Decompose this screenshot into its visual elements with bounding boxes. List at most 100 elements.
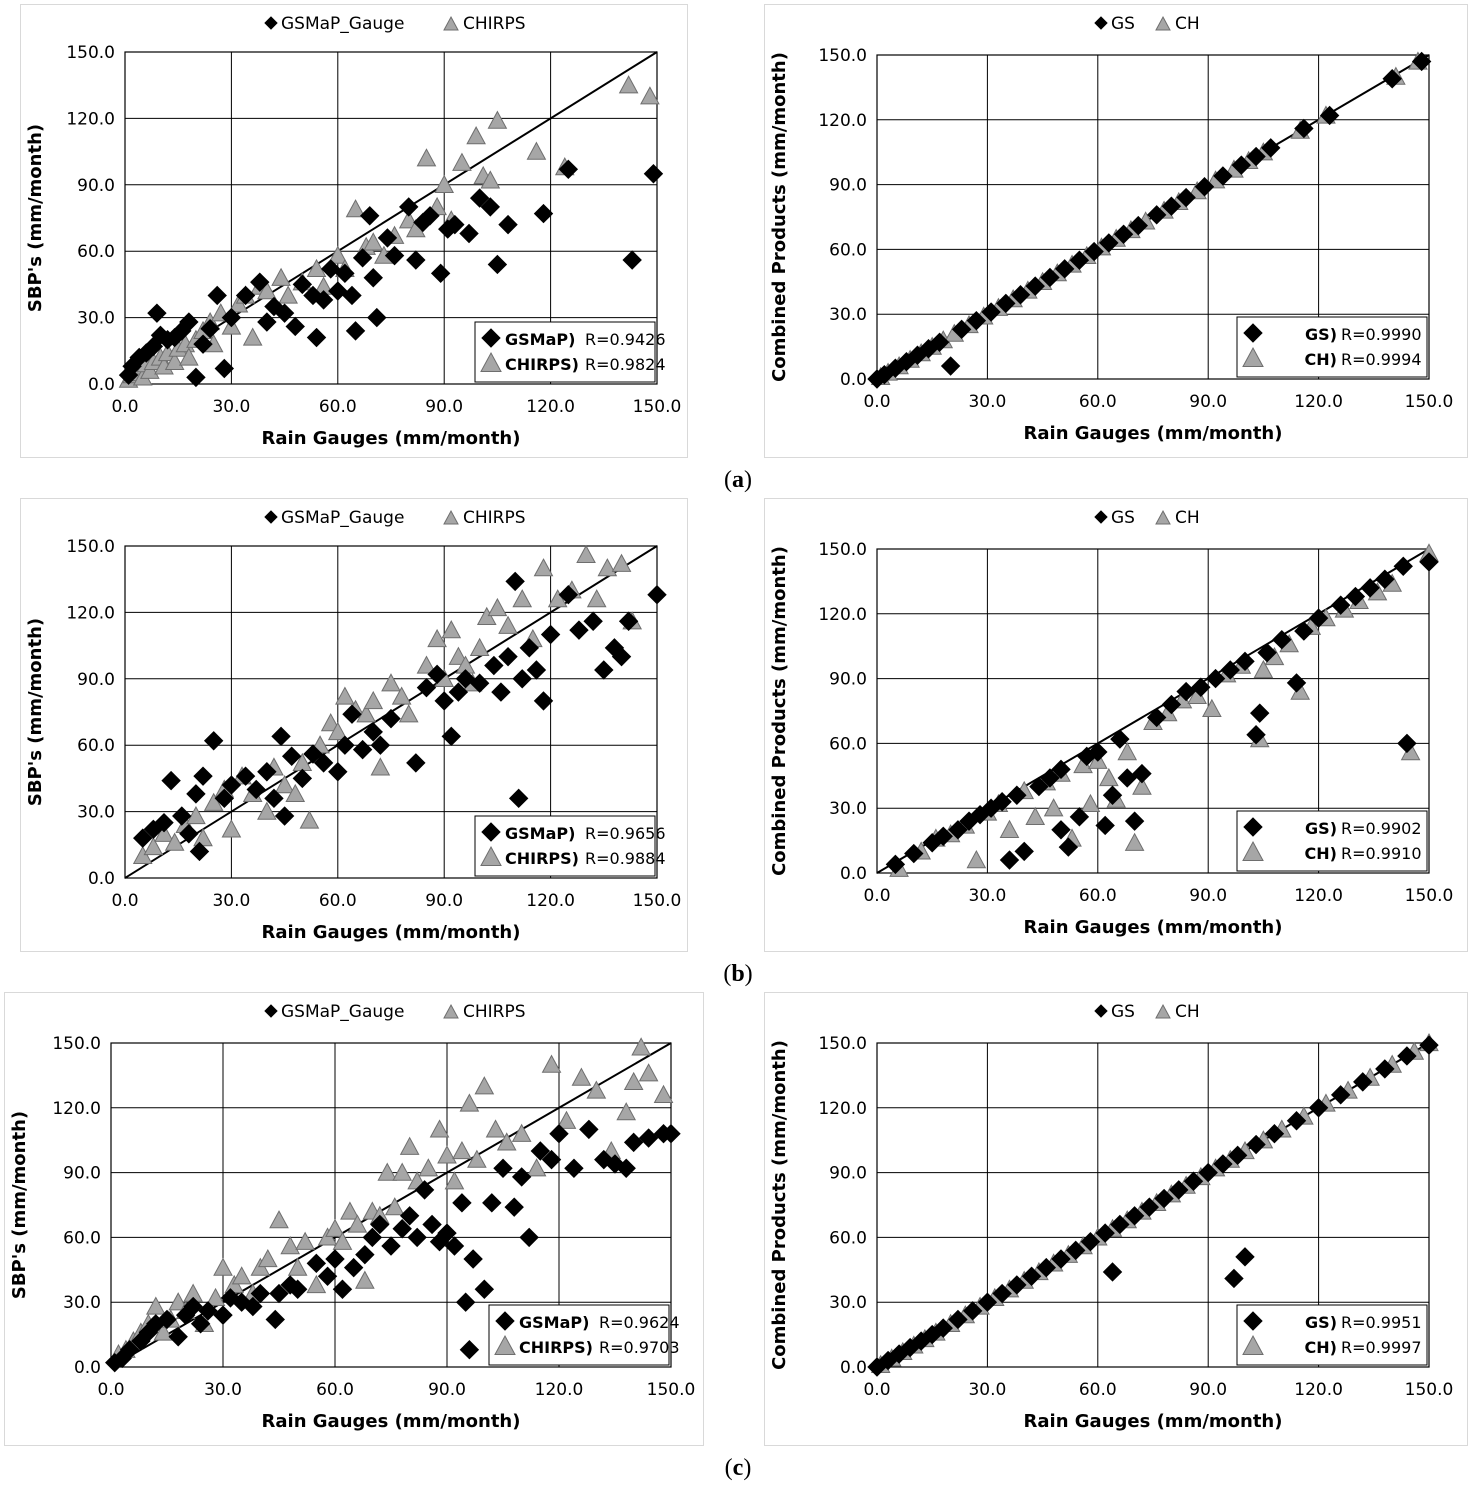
data-point-diamond bbox=[487, 254, 508, 275]
data-point-diamond bbox=[420, 206, 440, 226]
data-point-diamond bbox=[1117, 768, 1137, 788]
stats-box-border bbox=[474, 815, 656, 877]
data-point-diamond bbox=[508, 788, 529, 809]
x-tick-label: 30.0 bbox=[212, 397, 250, 417]
data-point-triangle bbox=[459, 1093, 480, 1112]
data-point-triangle bbox=[306, 258, 327, 278]
chart-svg: 0.0 30.0 60.0 90.0 120.0 150.0 0.0 30.0 60.0 90.0… bbox=[769, 1002, 1453, 1432]
data-point-diamond bbox=[335, 263, 355, 284]
data-point-triangle bbox=[242, 327, 263, 346]
stats-value: R=0.9884 bbox=[585, 849, 666, 868]
data-point-diamond bbox=[1102, 785, 1123, 805]
data-point-diamond bbox=[1375, 1059, 1395, 1079]
stats-triangle-marker bbox=[1242, 346, 1264, 367]
data-point-diamond bbox=[183, 1296, 203, 1317]
y-tick-label: 120.0 bbox=[52, 1099, 101, 1119]
data-point-triangle bbox=[638, 1063, 659, 1082]
data-point-triangle bbox=[143, 836, 164, 856]
data-point-triangle bbox=[618, 75, 639, 94]
x-tick-label: 60.0 bbox=[1079, 1380, 1117, 1400]
x-tick-label: 0.0 bbox=[97, 1380, 124, 1400]
legend-diamond-marker bbox=[1094, 1004, 1108, 1018]
data-point-triangle bbox=[512, 589, 533, 608]
data-point-diamond bbox=[190, 1314, 211, 1334]
data-point-diamond bbox=[981, 302, 1001, 322]
data-point-diamond bbox=[1029, 776, 1049, 797]
data-point-triangle bbox=[571, 1067, 592, 1086]
legend-triangle-marker bbox=[443, 15, 459, 31]
data-point-triangle bbox=[306, 1274, 327, 1294]
stats-label: CHIRPS) bbox=[519, 1338, 593, 1357]
data-point-diamond bbox=[1411, 51, 1432, 72]
data-point-diamond bbox=[1021, 1266, 1042, 1286]
stats-diamond-marker bbox=[481, 822, 501, 842]
stats-label: GS) bbox=[1305, 325, 1337, 344]
data-point-triangle bbox=[299, 810, 320, 829]
data-point-diamond bbox=[1319, 105, 1340, 126]
data-point-diamond bbox=[1139, 1197, 1160, 1217]
data-point-diamond bbox=[269, 1283, 289, 1304]
y-tick-label: 150.0 bbox=[818, 540, 867, 560]
y-tick-label: 0.0 bbox=[840, 370, 867, 390]
x-tick-label: 120.0 bbox=[1294, 392, 1343, 412]
caption-a: (a) bbox=[724, 467, 752, 493]
x-axis-title: Rain Gauges (mm/month) bbox=[1024, 1411, 1283, 1432]
data-point-diamond bbox=[325, 1249, 345, 1269]
y-tick-label: 60.0 bbox=[829, 1228, 867, 1248]
data-point-triangle bbox=[533, 558, 554, 577]
data-point-diamond bbox=[1213, 166, 1233, 186]
data-point-diamond bbox=[287, 1279, 308, 1299]
data-point-diamond bbox=[1227, 1145, 1248, 1166]
data-point-diamond bbox=[363, 722, 383, 742]
data-point-diamond bbox=[414, 1180, 435, 1200]
data-point-diamond bbox=[1146, 205, 1167, 225]
chart-a-right: 0.0 30.0 60.0 90.0 120.0 150.0 0.0 30.0 60.0 90.0… bbox=[764, 4, 1468, 458]
data-point-diamond bbox=[1014, 841, 1034, 862]
data-point-diamond bbox=[407, 1227, 427, 1248]
data-point-diamond bbox=[1128, 215, 1148, 236]
data-point-diamond bbox=[463, 1249, 483, 1269]
chart-svg: 0.0 30.0 60.0 90.0 120.0 150.0 0.0 30.0 60.0 90.0… bbox=[769, 14, 1453, 444]
legend-label-series-1: GS bbox=[1111, 1002, 1135, 1022]
stats-diamond-marker bbox=[1243, 817, 1263, 837]
data-point-diamond bbox=[526, 660, 547, 680]
data-point-diamond bbox=[579, 1119, 599, 1140]
stats-value: R=0.9824 bbox=[585, 355, 666, 374]
data-point-triangle bbox=[526, 1158, 547, 1177]
data-point-diamond bbox=[512, 669, 532, 689]
stats-label: CH) bbox=[1305, 350, 1337, 369]
data-point-diamond bbox=[317, 1266, 338, 1286]
data-point-diamond bbox=[948, 1309, 968, 1330]
stats-label: CHIRPS) bbox=[505, 355, 579, 374]
data-point-diamond bbox=[1224, 1268, 1244, 1289]
y-tick-label: 120.0 bbox=[818, 605, 867, 625]
data-point-triangle bbox=[1025, 806, 1046, 825]
data-point-diamond bbox=[1272, 630, 1292, 650]
legend-label-series-1: GSMaP_Gauge bbox=[281, 14, 404, 34]
x-tick-label: 30.0 bbox=[204, 1380, 242, 1400]
data-point-triangle bbox=[1099, 767, 1119, 787]
data-point-triangle bbox=[377, 1162, 398, 1181]
data-point-diamond bbox=[332, 1279, 353, 1299]
data-point-triangle bbox=[153, 1322, 174, 1341]
data-point-diamond bbox=[1419, 552, 1439, 572]
y-tick-label: 90.0 bbox=[77, 670, 115, 690]
data-point-triangle bbox=[640, 86, 660, 105]
data-point-diamond bbox=[933, 1318, 953, 1338]
data-point-diamond bbox=[281, 746, 302, 766]
data-point-diamond bbox=[285, 316, 305, 337]
data-point-diamond bbox=[962, 1301, 983, 1321]
data-point-triangle bbox=[257, 280, 277, 300]
data-point-diamond bbox=[643, 164, 664, 184]
data-point-diamond bbox=[583, 611, 603, 631]
data-point-triangle bbox=[444, 1171, 465, 1190]
data-point-diamond bbox=[469, 673, 490, 693]
x-tick-label: 30.0 bbox=[968, 886, 1006, 906]
data-point-diamond bbox=[384, 245, 405, 266]
x-tick-label: 120.0 bbox=[1294, 886, 1343, 906]
data-point-diamond bbox=[1124, 811, 1145, 831]
data-point-diamond bbox=[1231, 155, 1252, 175]
data-point-diamond bbox=[1264, 1124, 1285, 1144]
data-point-diamond bbox=[422, 1214, 442, 1235]
data-point-triangle bbox=[269, 1210, 289, 1229]
